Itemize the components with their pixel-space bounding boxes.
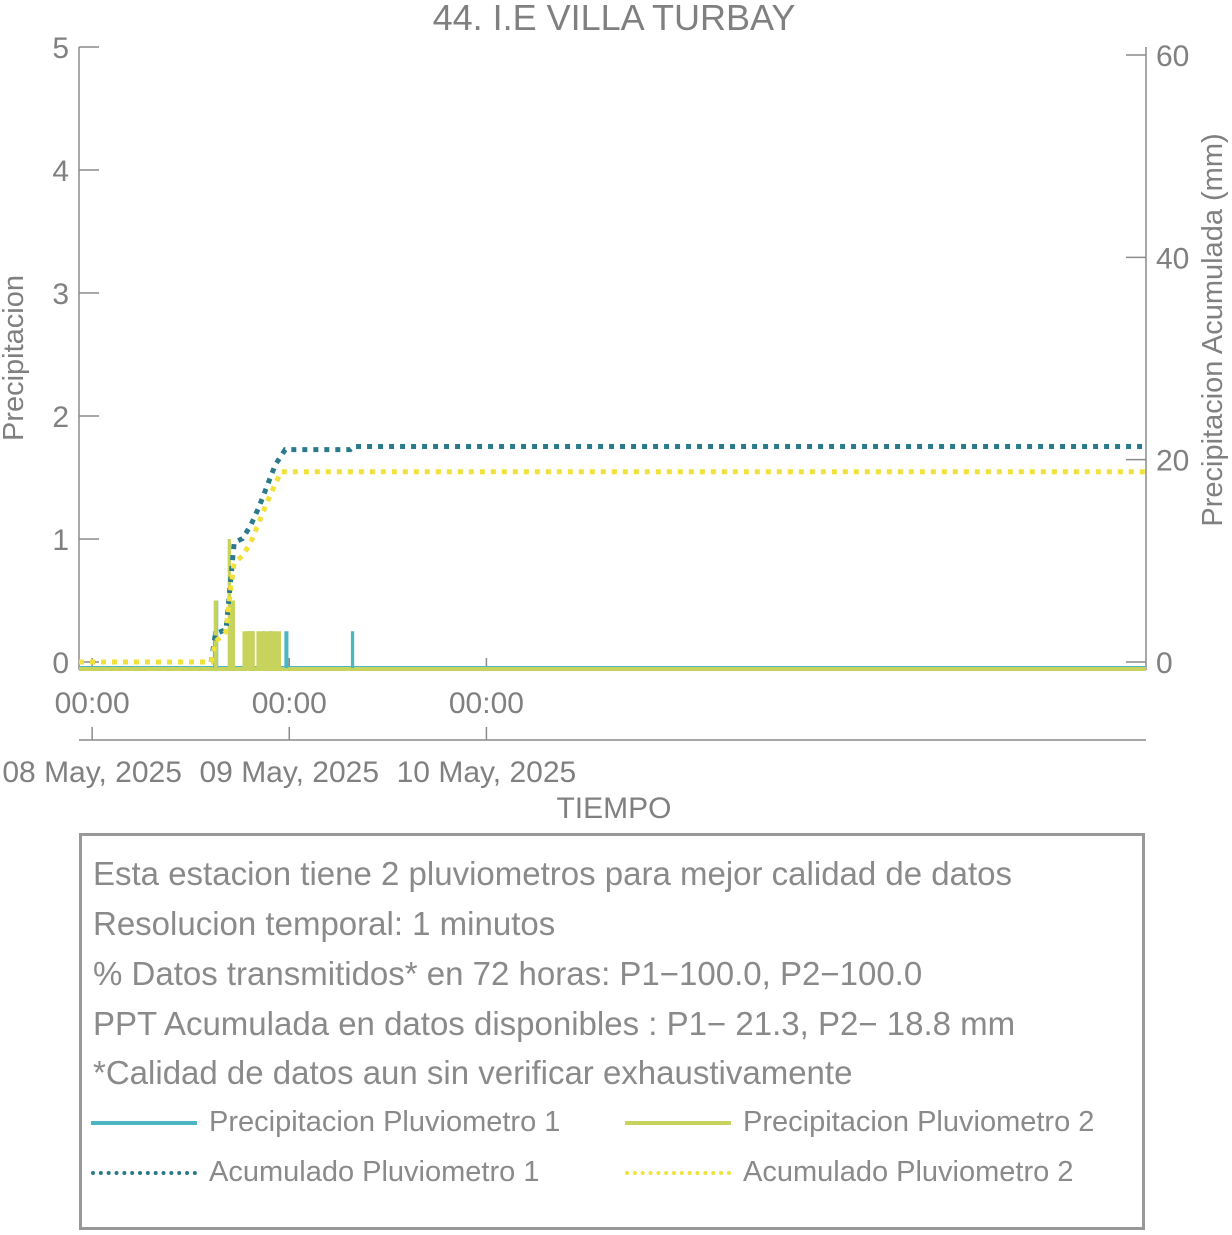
acc2-line [79,469,1146,665]
legend-label-acc2: Acumulado Pluviometro 2 [743,1156,1074,1188]
p2-precip-bar [230,600,236,668]
p2-precip-bar [256,631,282,668]
x-tick-label-date: 09 May, 2025 [199,756,379,789]
y-right-tick-label: 40 [1156,242,1189,275]
info-line-stations: Esta estacion tiene 2 pluviometros para … [93,855,1013,892]
p1-precip-bar [350,631,355,668]
x-axis-label: TIEMPO [556,792,671,825]
p2-precip-bar [242,631,255,668]
chart-title: 44. I.E VILLA TURBAY [433,0,796,38]
y-left-tick-label: 4 [52,155,69,188]
legend-swatch-acc2 [625,1170,731,1175]
y-axis-right-label: Precipitacion Acumulada (mm) [1197,133,1229,526]
p2-precip-bar [213,600,218,668]
legend-label-acc1: Acumulado Pluviometro 1 [209,1156,540,1188]
x-tick-label-time: 00:00 [449,687,524,720]
y-left-tick-label: 5 [52,32,69,65]
y-right-tick-label: 60 [1156,40,1189,73]
x-tick-label-time: 00:00 [55,687,130,720]
acc1-line [79,444,1146,665]
legend-swatch-p2 [625,1120,731,1125]
y-right-tick-label: 20 [1156,445,1189,478]
axes: 0 1 2 3 4 5 0 20 40 60 00:00 08 May, 2025 00:00 09 Ma… [2,32,1189,789]
y-left-tick-label: 0 [52,647,69,680]
legend-item-p1: Precipitacion Pluviometro 1 [91,1106,560,1139]
accumulated-lines [79,444,1146,665]
precipitation-chart: 44. I.E VILLA TURBAY Precipitacion Preci… [0,0,1229,825]
y-axis-left-label: Precipitacion [0,275,30,441]
info-line-quality: *Calidad de datos aun sin verificar exha… [93,1054,853,1091]
y-left-tick-label: 1 [52,524,69,557]
legend-swatch-acc1 [91,1170,197,1175]
y-left-tick-label: 3 [52,278,69,311]
legend-swatch-p1 [91,1120,197,1125]
info-box: Esta estacion tiene 2 pluviometros para … [79,833,1145,1230]
p1-precip-bar [284,631,289,668]
legend-label-p1: Precipitacion Pluviometro 1 [209,1106,561,1138]
y-right-tick-label: 0 [1156,647,1173,680]
y-left-tick-label: 2 [52,401,69,434]
legend-item-acc1: Acumulado Pluviometro 1 [91,1156,539,1189]
legend-label-p2: Precipitacion Pluviometro 2 [743,1106,1095,1138]
info-line-transmitted: % Datos transmitidos* en 72 horas: P1−10… [93,955,923,992]
p2-baseline [79,667,1146,671]
legend-item-p2: Precipitacion Pluviometro 2 [625,1106,1094,1139]
x-tick-label-date: 10 May, 2025 [397,756,577,789]
x-tick-label-date: 08 May, 2025 [2,756,182,789]
x-tick-label-time: 00:00 [252,687,327,720]
info-line-accumulated: PPT Acumulada en datos disponibles : P1−… [93,1005,1016,1042]
legend-item-acc2: Acumulado Pluviometro 2 [625,1156,1073,1189]
info-line-resolution: Resolucion temporal: 1 minutos [93,905,556,942]
